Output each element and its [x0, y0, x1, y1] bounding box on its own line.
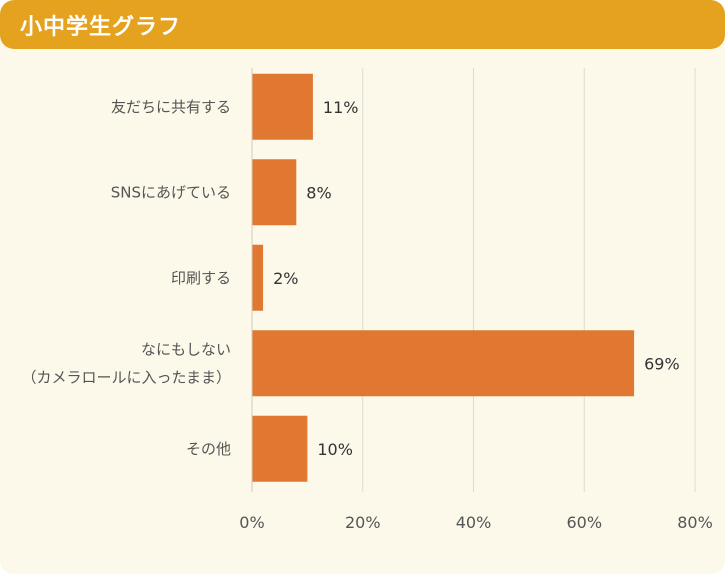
bar — [252, 73, 313, 140]
x-tick-label: 80% — [677, 513, 713, 532]
value-label: 8% — [306, 183, 331, 202]
x-tick-label: 0% — [239, 513, 264, 532]
value-label: 10% — [317, 440, 353, 459]
bar — [252, 415, 308, 482]
page-title: 小中学生グラフ — [20, 15, 182, 40]
bar — [252, 244, 264, 311]
x-tick-label: 60% — [566, 513, 602, 532]
category-label: （カメラロールに入ったまま） — [21, 368, 231, 386]
category-label: 印刷する — [171, 269, 231, 287]
category-label: なにもしない — [141, 340, 231, 358]
value-label: 2% — [273, 269, 298, 288]
value-label: 11% — [323, 98, 359, 117]
category-label: 友だちに共有する — [111, 98, 231, 116]
category-label: SNSにあげている — [111, 183, 231, 201]
title-bar: 小中学生グラフ — [0, 0, 725, 49]
x-tick-label: 40% — [456, 513, 492, 532]
value-label: 69% — [644, 354, 680, 373]
bar — [252, 159, 297, 226]
category-label: その他 — [186, 440, 231, 458]
x-tick-label: 20% — [345, 513, 381, 532]
bar — [252, 330, 635, 397]
